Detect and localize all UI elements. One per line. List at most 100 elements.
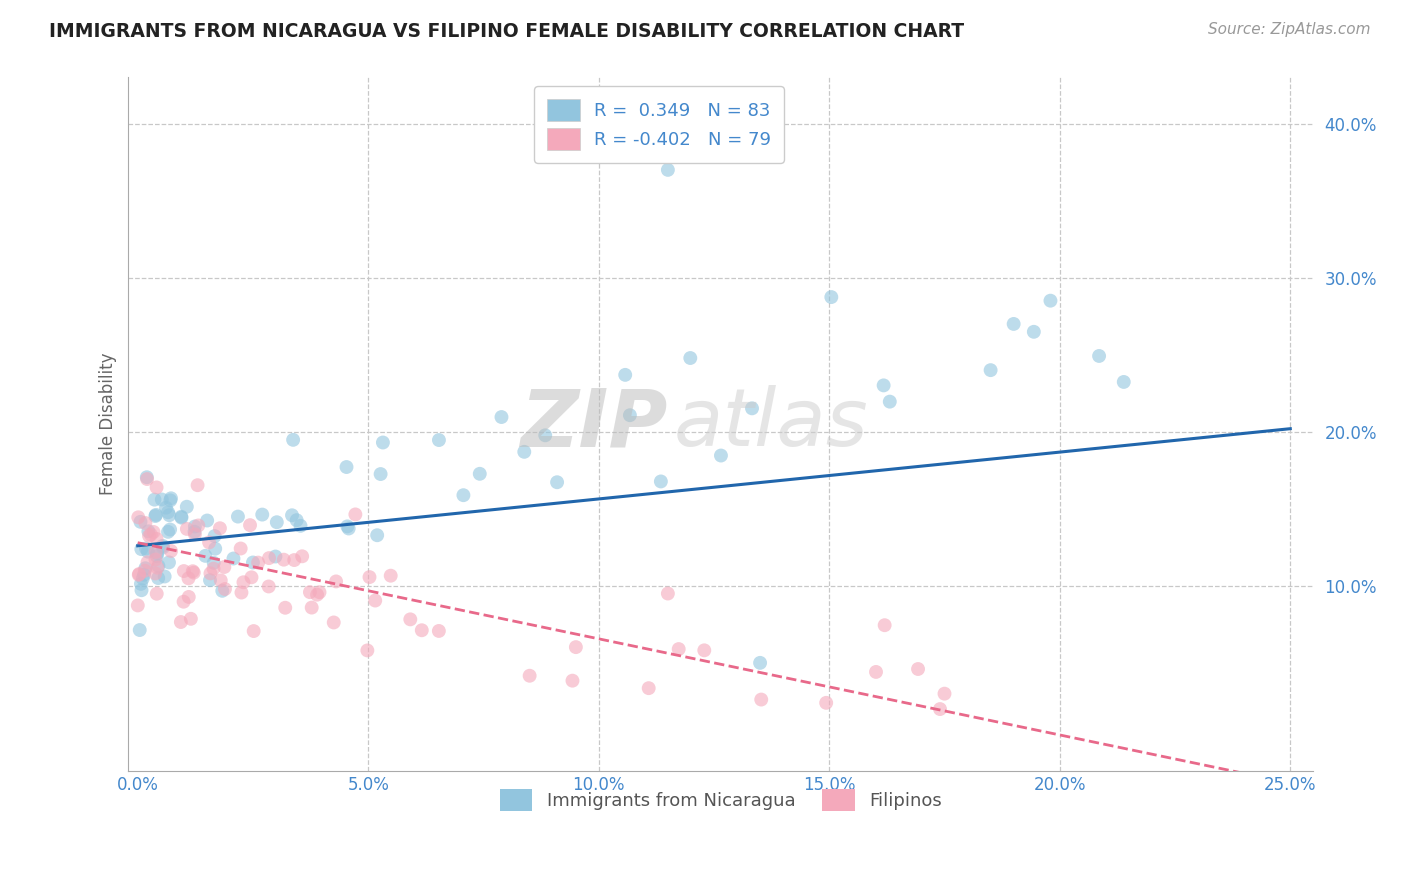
Point — [170, 509, 193, 524]
Point — [195, 514, 218, 528]
Point — [229, 541, 252, 556]
Point — [145, 480, 167, 494]
Point — [131, 542, 153, 557]
Point — [135, 470, 157, 484]
Point — [198, 573, 221, 587]
Point — [546, 475, 568, 490]
Point — [157, 508, 180, 523]
Point — [247, 556, 270, 570]
Point — [359, 570, 381, 584]
Point — [291, 549, 314, 564]
Point — [283, 553, 305, 567]
Point — [138, 529, 160, 543]
Point — [257, 579, 280, 593]
Point — [325, 574, 347, 589]
Point — [202, 556, 225, 570]
Point — [187, 518, 209, 533]
Point — [266, 515, 288, 529]
Point — [301, 600, 323, 615]
Point — [519, 669, 541, 683]
Point — [145, 532, 167, 546]
Point — [146, 560, 169, 574]
Point — [145, 587, 167, 601]
Point — [132, 572, 155, 586]
Point — [136, 555, 159, 569]
Legend: Immigrants from Nicaragua, Filipinos: Immigrants from Nicaragua, Filipinos — [486, 777, 955, 824]
Point — [222, 551, 245, 566]
Point — [252, 508, 274, 522]
Point — [741, 401, 763, 416]
Point — [366, 528, 388, 542]
Point — [285, 513, 308, 527]
Point — [240, 570, 263, 584]
Point — [202, 562, 225, 576]
Point — [274, 600, 297, 615]
Point — [131, 583, 153, 598]
Point — [336, 519, 359, 533]
Point — [173, 564, 195, 578]
Point — [1022, 325, 1045, 339]
Point — [929, 702, 952, 716]
Point — [128, 567, 150, 582]
Point — [142, 524, 165, 539]
Point — [181, 564, 204, 578]
Point — [183, 524, 205, 539]
Text: IMMIGRANTS FROM NICARAGUA VS FILIPINO FEMALE DISABILITY CORRELATION CHART: IMMIGRANTS FROM NICARAGUA VS FILIPINO FE… — [49, 22, 965, 41]
Point — [693, 643, 716, 657]
Point — [619, 408, 641, 422]
Point — [907, 662, 929, 676]
Point — [136, 472, 159, 486]
Point — [128, 567, 150, 582]
Point — [657, 162, 679, 177]
Point — [614, 368, 637, 382]
Point — [208, 521, 231, 535]
Point — [371, 435, 394, 450]
Point — [129, 577, 152, 591]
Point — [176, 500, 198, 514]
Point — [145, 552, 167, 566]
Point — [815, 696, 838, 710]
Point — [281, 508, 304, 523]
Point — [145, 508, 167, 522]
Point — [879, 394, 901, 409]
Point — [157, 524, 180, 539]
Point — [211, 583, 233, 598]
Point — [157, 556, 180, 570]
Point — [127, 510, 149, 524]
Point — [148, 571, 170, 585]
Point — [134, 564, 156, 578]
Point — [273, 552, 295, 566]
Point — [177, 571, 200, 585]
Point — [204, 529, 226, 543]
Point — [980, 363, 1002, 377]
Point — [1039, 293, 1062, 308]
Point — [679, 351, 702, 365]
Point — [468, 467, 491, 481]
Point — [143, 492, 166, 507]
Point — [128, 623, 150, 637]
Point — [637, 681, 659, 695]
Point — [934, 687, 956, 701]
Point — [150, 492, 173, 507]
Point — [132, 567, 155, 582]
Point — [281, 433, 304, 447]
Point — [242, 624, 264, 638]
Point — [290, 518, 312, 533]
Point — [155, 500, 177, 515]
Point — [322, 615, 344, 630]
Point — [710, 449, 733, 463]
Point — [152, 539, 174, 553]
Point — [173, 595, 195, 609]
Point — [257, 551, 280, 566]
Point — [534, 428, 557, 442]
Point — [820, 290, 842, 304]
Point — [668, 642, 690, 657]
Point — [232, 575, 254, 590]
Point — [239, 518, 262, 533]
Point — [194, 549, 217, 563]
Point — [145, 545, 167, 559]
Point — [453, 488, 475, 502]
Point — [214, 582, 236, 596]
Point — [153, 569, 176, 583]
Point — [231, 585, 253, 599]
